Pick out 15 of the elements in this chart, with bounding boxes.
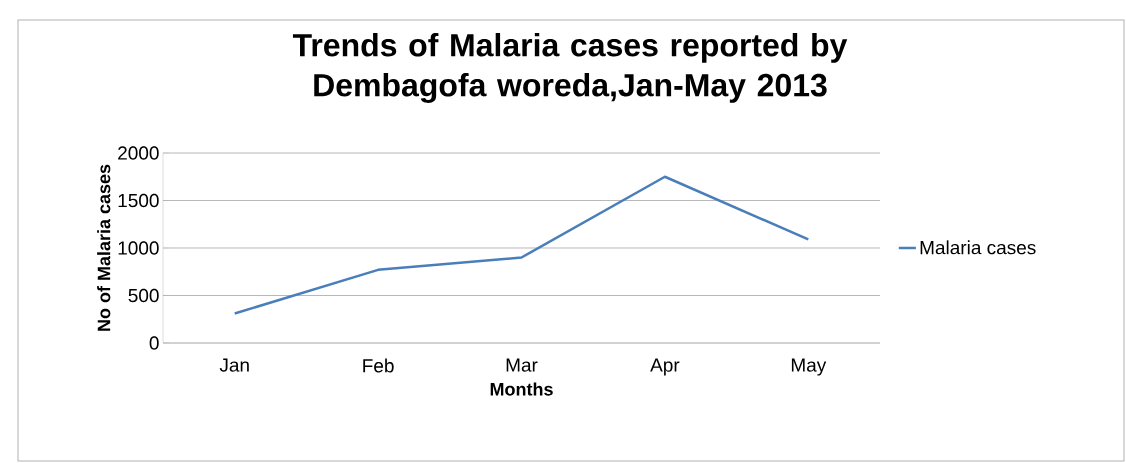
x-axis-title: Months <box>490 382 553 396</box>
x-tick-label: Mar <box>506 358 538 372</box>
y-tick-label: 1500 <box>118 193 159 208</box>
legend-label: Malaria cases <box>920 240 1036 255</box>
line-series <box>233 175 810 315</box>
chart-title: Trends of Malaria cases reported by Dembagofa woreda,Jan-May 2013 <box>292 33 848 103</box>
y-tick-label: 2000 <box>118 146 159 160</box>
x-tick-label: Apr <box>650 358 680 376</box>
y-tick-label: 500 <box>128 288 159 303</box>
x-tick-label: Feb <box>363 358 394 373</box>
x-tick-label: May <box>791 358 827 376</box>
x-tick-label: Jan <box>219 358 249 372</box>
y-axis-title: No of Malaria cases <box>97 164 111 331</box>
y-tick-label: 1000 <box>118 241 159 255</box>
y-tick-label: 0 <box>149 336 159 350</box>
